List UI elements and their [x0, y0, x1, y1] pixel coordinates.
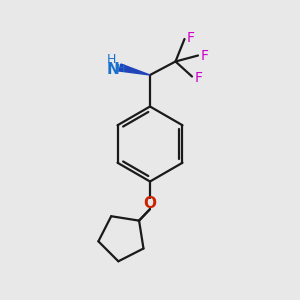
Text: F: F [187, 31, 195, 44]
Text: H: H [117, 64, 126, 74]
Text: N: N [107, 61, 120, 76]
Text: F: F [201, 49, 209, 62]
Text: F: F [194, 71, 202, 85]
Text: H: H [107, 52, 116, 66]
Text: O: O [143, 196, 157, 211]
Polygon shape [119, 64, 150, 75]
